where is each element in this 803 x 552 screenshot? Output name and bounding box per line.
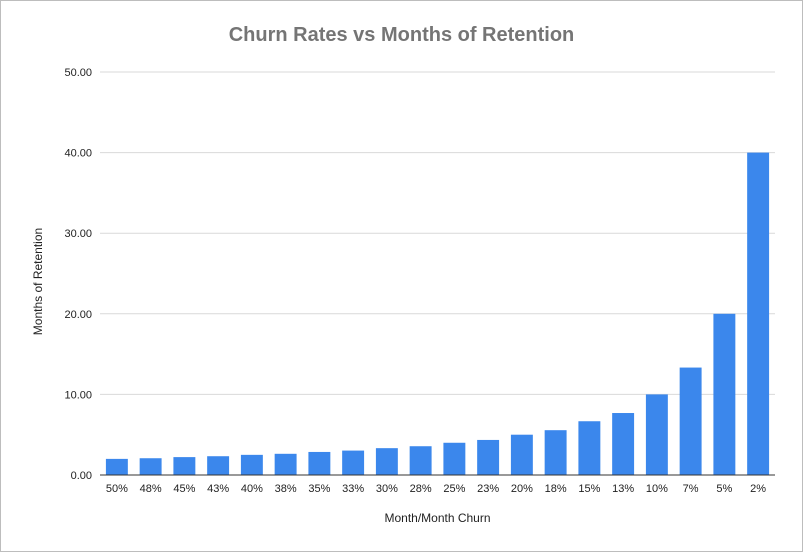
bars — [105, 152, 770, 475]
bar — [342, 450, 365, 475]
x-tick-label: 20% — [511, 483, 533, 495]
bar — [375, 448, 398, 475]
bar — [139, 458, 162, 475]
bar — [510, 434, 533, 475]
y-tick-label: 40.00 — [64, 148, 92, 160]
bar — [443, 442, 466, 475]
x-tick-label: 7% — [683, 483, 699, 495]
bar — [578, 421, 601, 475]
x-tick-label: 43% — [207, 483, 229, 495]
x-tick-label: 15% — [578, 483, 600, 495]
x-tick-label: 33% — [342, 483, 364, 495]
x-tick-label: 48% — [140, 483, 162, 495]
y-tick-labels: 0.00 10.00 20.00 30.00 40.00 50.00 — [64, 67, 92, 482]
bar — [207, 456, 230, 475]
x-tick-labels: 50% 48% 45% 43% 40% 38% 35% 33% 30% 28% 25% 23% 20% 1… — [106, 483, 766, 495]
chart-title: Churn Rates vs Months of Retention — [228, 24, 575, 46]
bar — [274, 453, 297, 475]
bar — [105, 458, 128, 475]
gridlines — [100, 71, 775, 476]
x-tick-label: 45% — [173, 483, 195, 495]
y-tick-label: 20.00 — [64, 309, 92, 321]
x-axis-title: Month/Month Churn — [384, 511, 490, 525]
y-tick-label: 0.00 — [71, 470, 92, 482]
bar — [612, 413, 635, 475]
x-tick-label: 13% — [612, 483, 634, 495]
x-tick-label: 2% — [750, 483, 766, 495]
x-tick-label: 30% — [376, 483, 398, 495]
x-tick-label: 23% — [477, 483, 499, 495]
bar — [713, 313, 736, 475]
bar — [477, 439, 500, 475]
x-tick-label: 50% — [106, 483, 128, 495]
x-tick-label: 5% — [716, 483, 732, 495]
bar — [308, 451, 331, 475]
x-tick-label: 18% — [545, 483, 567, 495]
x-tick-label: 38% — [275, 483, 297, 495]
bar — [544, 430, 567, 475]
y-tick-label: 30.00 — [64, 228, 92, 240]
x-tick-label: 10% — [646, 483, 668, 495]
bar — [679, 367, 702, 475]
bar — [645, 394, 668, 475]
bar — [747, 152, 770, 475]
x-tick-label: 40% — [241, 483, 263, 495]
x-tick-label: 28% — [410, 483, 432, 495]
x-tick-label: 35% — [308, 483, 330, 495]
y-tick-label: 50.00 — [64, 67, 92, 79]
y-tick-label: 10.00 — [64, 389, 92, 401]
y-axis-title: Months of Retention — [31, 228, 45, 335]
x-tick-label: 25% — [443, 483, 465, 495]
bar — [173, 457, 196, 475]
bar — [240, 454, 263, 475]
bar — [409, 446, 432, 475]
